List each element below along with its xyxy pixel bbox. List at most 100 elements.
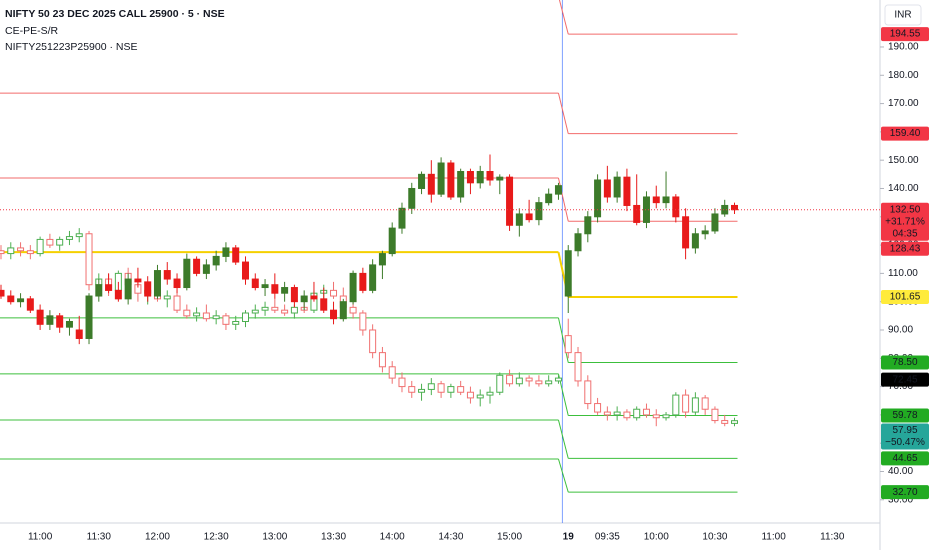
candle-body xyxy=(525,213,533,221)
candle-body xyxy=(359,272,367,291)
candle-body xyxy=(652,414,660,419)
x-tick-label: 09:35 xyxy=(595,532,620,543)
candle-body xyxy=(427,383,435,390)
candle-body xyxy=(457,386,465,393)
candle-body xyxy=(7,247,15,255)
candle-body xyxy=(339,301,347,320)
candle-body xyxy=(711,213,719,232)
candle-body xyxy=(603,179,611,198)
candle-body xyxy=(369,264,377,291)
candle-body xyxy=(388,366,396,379)
candle-body xyxy=(320,298,328,311)
candle-body xyxy=(418,388,426,393)
x-tick-label: 12:00 xyxy=(145,532,170,543)
level-connector xyxy=(558,0,569,35)
axes: 30.0040.0050.0060.0070.0080.0090.00100.0… xyxy=(28,27,929,543)
candle-body xyxy=(232,247,240,263)
candle-body xyxy=(242,261,249,280)
candle-body xyxy=(378,253,386,266)
candle-body xyxy=(554,377,562,382)
candle-body xyxy=(418,173,426,189)
candle-body xyxy=(281,287,289,294)
x-tick-label: 11:00 xyxy=(761,532,786,543)
candle-body xyxy=(105,284,113,291)
candle-body xyxy=(7,295,15,303)
candle-body xyxy=(202,312,210,320)
candle-body xyxy=(17,298,25,303)
price-tag-label: 59.78 xyxy=(892,410,917,421)
price-tag-label: 128.43 xyxy=(890,243,921,254)
chart-title: NIFTY 50 23 DEC 2025 CALL 25900 · 5 · NS… xyxy=(5,8,225,20)
candle-body xyxy=(193,312,201,317)
currency[interactable]: INR xyxy=(894,10,911,21)
candle-body xyxy=(398,207,406,229)
price-tag-info: −50.47% xyxy=(885,437,925,448)
currency-box[interactable] xyxy=(884,4,922,26)
candle-body xyxy=(310,295,318,300)
indicator-name: CE-PE-S/R xyxy=(5,25,59,37)
candle-body xyxy=(46,238,54,246)
candle-body xyxy=(290,287,298,303)
x-tick-label: 11:30 xyxy=(87,532,112,543)
price-tag-label: 194.55 xyxy=(890,29,921,40)
candle-body xyxy=(515,377,523,385)
y-tick-label: 190.00 xyxy=(888,42,919,53)
price-tag-label: 44.65 xyxy=(892,453,917,464)
y-tick-label: 70.00 xyxy=(888,381,913,392)
x-tick-label: 10:30 xyxy=(702,532,727,543)
candle-body xyxy=(251,278,259,289)
candle-body xyxy=(75,233,83,238)
candle-body xyxy=(56,315,64,328)
candle-body xyxy=(574,352,582,382)
candle-body xyxy=(701,397,709,410)
candle-body xyxy=(124,278,132,300)
candle-body xyxy=(212,315,220,320)
level-connector xyxy=(557,92,569,134)
candle-body xyxy=(300,295,308,303)
price-tag xyxy=(881,485,929,500)
candle-body xyxy=(202,264,210,274)
candle-body xyxy=(271,284,279,294)
compare-symbol: NIFTY251223P25900 · NSE xyxy=(5,41,138,53)
x-tick-label: 19 xyxy=(563,532,575,543)
candle-body xyxy=(437,162,445,195)
candle-body xyxy=(281,309,289,314)
candle-body xyxy=(388,227,396,255)
x-tick-label: 11:00 xyxy=(28,532,53,543)
price-tag-info: 04:35 xyxy=(892,228,917,239)
y-tick-label: 40.00 xyxy=(888,466,913,477)
candle-body xyxy=(613,176,621,198)
y-tick-label: 170.00 xyxy=(888,98,919,109)
candle-body xyxy=(486,171,494,181)
candle-body xyxy=(369,329,377,354)
candle-body xyxy=(349,272,357,303)
candle-body xyxy=(642,196,650,223)
candle-body xyxy=(525,377,533,382)
candle-body xyxy=(222,247,230,257)
y-tick-label: 110.00 xyxy=(888,268,918,279)
candle-body xyxy=(603,411,611,416)
candle-body xyxy=(545,380,553,385)
candle-body xyxy=(731,420,738,424)
candle-body xyxy=(398,377,406,388)
price-tag xyxy=(881,126,929,141)
candle-body xyxy=(545,193,553,204)
candle-body xyxy=(173,278,181,289)
candle-body xyxy=(633,204,641,223)
candle-body xyxy=(476,171,484,184)
candle-body xyxy=(682,394,690,413)
candle-body xyxy=(496,176,504,181)
y-tick-label: 140.00 xyxy=(888,183,919,194)
y-tick-label: 150.00 xyxy=(888,155,919,166)
candle-body xyxy=(17,247,25,252)
x-tick-label: 14:30 xyxy=(438,532,463,543)
candle-body xyxy=(408,386,416,393)
level-connector xyxy=(557,458,569,493)
candle-body xyxy=(134,278,142,283)
candle-body xyxy=(183,309,191,317)
candle-body xyxy=(594,179,602,218)
candle-body xyxy=(672,196,680,218)
price-tag xyxy=(881,290,929,305)
candle-body xyxy=(457,171,465,198)
